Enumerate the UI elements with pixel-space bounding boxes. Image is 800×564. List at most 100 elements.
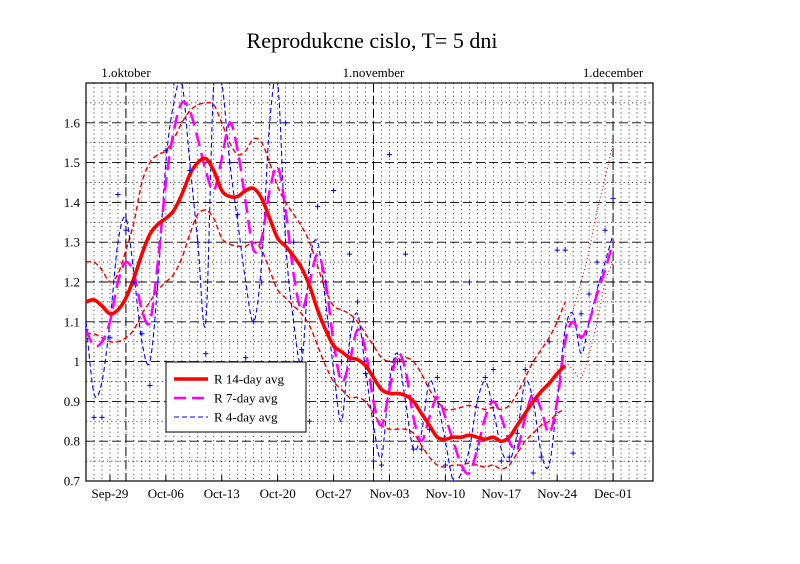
chart-legend: R 14-day avg R 7-day avg R 4-day avg <box>165 361 307 433</box>
legend-label: R 14-day avg <box>214 372 285 387</box>
daily-point-marker <box>107 335 113 341</box>
daily-point-marker <box>139 331 145 337</box>
confidence-band-line <box>564 261 614 379</box>
y-tick-label: 1.3 <box>64 235 80 250</box>
daily-point-marker <box>86 327 89 333</box>
daily-point-marker <box>155 279 161 285</box>
daily-point-marker <box>251 319 257 325</box>
daily-point-marker <box>498 458 504 464</box>
top-tick-label: 1.oktober <box>101 65 151 80</box>
daily-point-marker <box>227 160 233 166</box>
daily-point-marker <box>394 359 401 365</box>
daily-point-marker <box>538 454 544 460</box>
daily-point-marker <box>570 450 576 456</box>
y-tick-label: 1.5 <box>64 155 80 170</box>
daily-point-marker <box>187 167 193 174</box>
daily-point-marker <box>426 426 432 432</box>
x-tick-label: Nov-17 <box>481 486 521 501</box>
daily-point-marker <box>314 203 321 209</box>
x-tick-label: Sep-29 <box>92 486 129 501</box>
legend-label: R 7-day avg <box>214 391 278 406</box>
y-tick-label: 0.8 <box>64 434 80 449</box>
daily-point-marker <box>490 366 496 373</box>
daily-point-marker <box>338 359 345 365</box>
daily-point-marker <box>307 418 313 424</box>
daily-point-marker <box>211 83 217 86</box>
x-tick-label: Oct-06 <box>148 486 185 501</box>
series-line <box>86 100 615 475</box>
x-tick-label: Oct-13 <box>204 486 240 501</box>
daily-point-marker <box>267 83 273 86</box>
y-tick-label: 0.9 <box>64 394 80 409</box>
daily-point-marker <box>291 239 297 245</box>
daily-point-marker <box>546 339 552 345</box>
daily-point-marker <box>530 470 536 476</box>
legend-box <box>165 361 307 433</box>
daily-point-marker <box>123 227 129 233</box>
x-tick-label: Nov-24 <box>537 486 577 501</box>
chart-title: Reprodukcne cislo, T= 5 dni <box>247 28 498 53</box>
daily-point-marker <box>235 211 241 217</box>
series-layer <box>86 83 616 481</box>
daily-point-marker <box>99 414 105 420</box>
daily-point-marker <box>578 311 584 317</box>
series-line <box>86 156 567 443</box>
daily-point-marker <box>418 446 425 452</box>
daily-point-marker <box>514 430 520 436</box>
top-tick-label: 1.november <box>343 65 405 80</box>
daily-point-marker <box>410 446 417 452</box>
daily-point-marker <box>474 446 480 452</box>
daily-point-marker <box>91 414 97 420</box>
legend-label: R 4-day avg <box>214 410 278 425</box>
y-tick-label: 1.4 <box>64 195 81 210</box>
daily-point-marker <box>243 355 249 361</box>
y-tick-label: 1.2 <box>64 275 80 290</box>
daily-point-marker <box>506 454 512 460</box>
daily-point-marker <box>330 187 337 194</box>
daily-point-marker <box>586 291 592 297</box>
y-tick-label: 1.6 <box>64 115 81 130</box>
confidence-band-line <box>86 209 566 470</box>
daily-point-marker <box>362 370 369 377</box>
x-tick-label: Oct-20 <box>260 486 296 501</box>
daily-point-marker <box>163 148 169 154</box>
daily-point-marker <box>322 279 329 285</box>
x-tick-label: Nov-03 <box>370 486 410 501</box>
daily-point-marker <box>610 195 616 202</box>
daily-point-marker <box>602 227 608 233</box>
plot-frame <box>85 82 654 482</box>
daily-point-marker <box>147 382 153 389</box>
daily-point-marker <box>554 247 560 253</box>
y-tick-label: 1.1 <box>64 314 80 329</box>
daily-point-marker <box>378 462 385 468</box>
top-tick-label: 1.december <box>583 65 644 80</box>
x-tick-label: Nov-10 <box>426 486 466 501</box>
daily-point-marker <box>450 478 456 481</box>
daily-point-marker <box>219 83 225 86</box>
daily-point-marker <box>115 191 121 198</box>
daily-point-marker <box>131 279 137 285</box>
daily-point-marker <box>179 83 185 86</box>
daily-point-marker <box>283 120 289 126</box>
daily-point-marker <box>562 247 568 253</box>
daily-point-marker <box>195 239 201 245</box>
y-tick-label: 1 <box>74 354 81 369</box>
daily-point-marker <box>442 462 448 468</box>
daily-point-marker <box>203 351 209 357</box>
daily-point-marker <box>522 366 528 373</box>
daily-point-marker <box>434 374 440 381</box>
daily-point-marker <box>370 458 377 464</box>
x-tick-label: Oct-27 <box>316 486 353 501</box>
daily-point-marker <box>402 251 409 257</box>
daily-point-marker <box>386 152 393 158</box>
daily-point-marker <box>171 83 177 86</box>
x-tick-label: Dec-01 <box>594 486 632 501</box>
daily-point-marker <box>466 279 472 285</box>
daily-point-marker <box>594 259 600 265</box>
daily-point-marker <box>275 83 281 86</box>
daily-point-marker <box>354 299 361 305</box>
daily-point-marker <box>259 279 265 285</box>
y-tick-label: 0.7 <box>64 474 81 489</box>
daily-point-marker <box>346 251 353 257</box>
